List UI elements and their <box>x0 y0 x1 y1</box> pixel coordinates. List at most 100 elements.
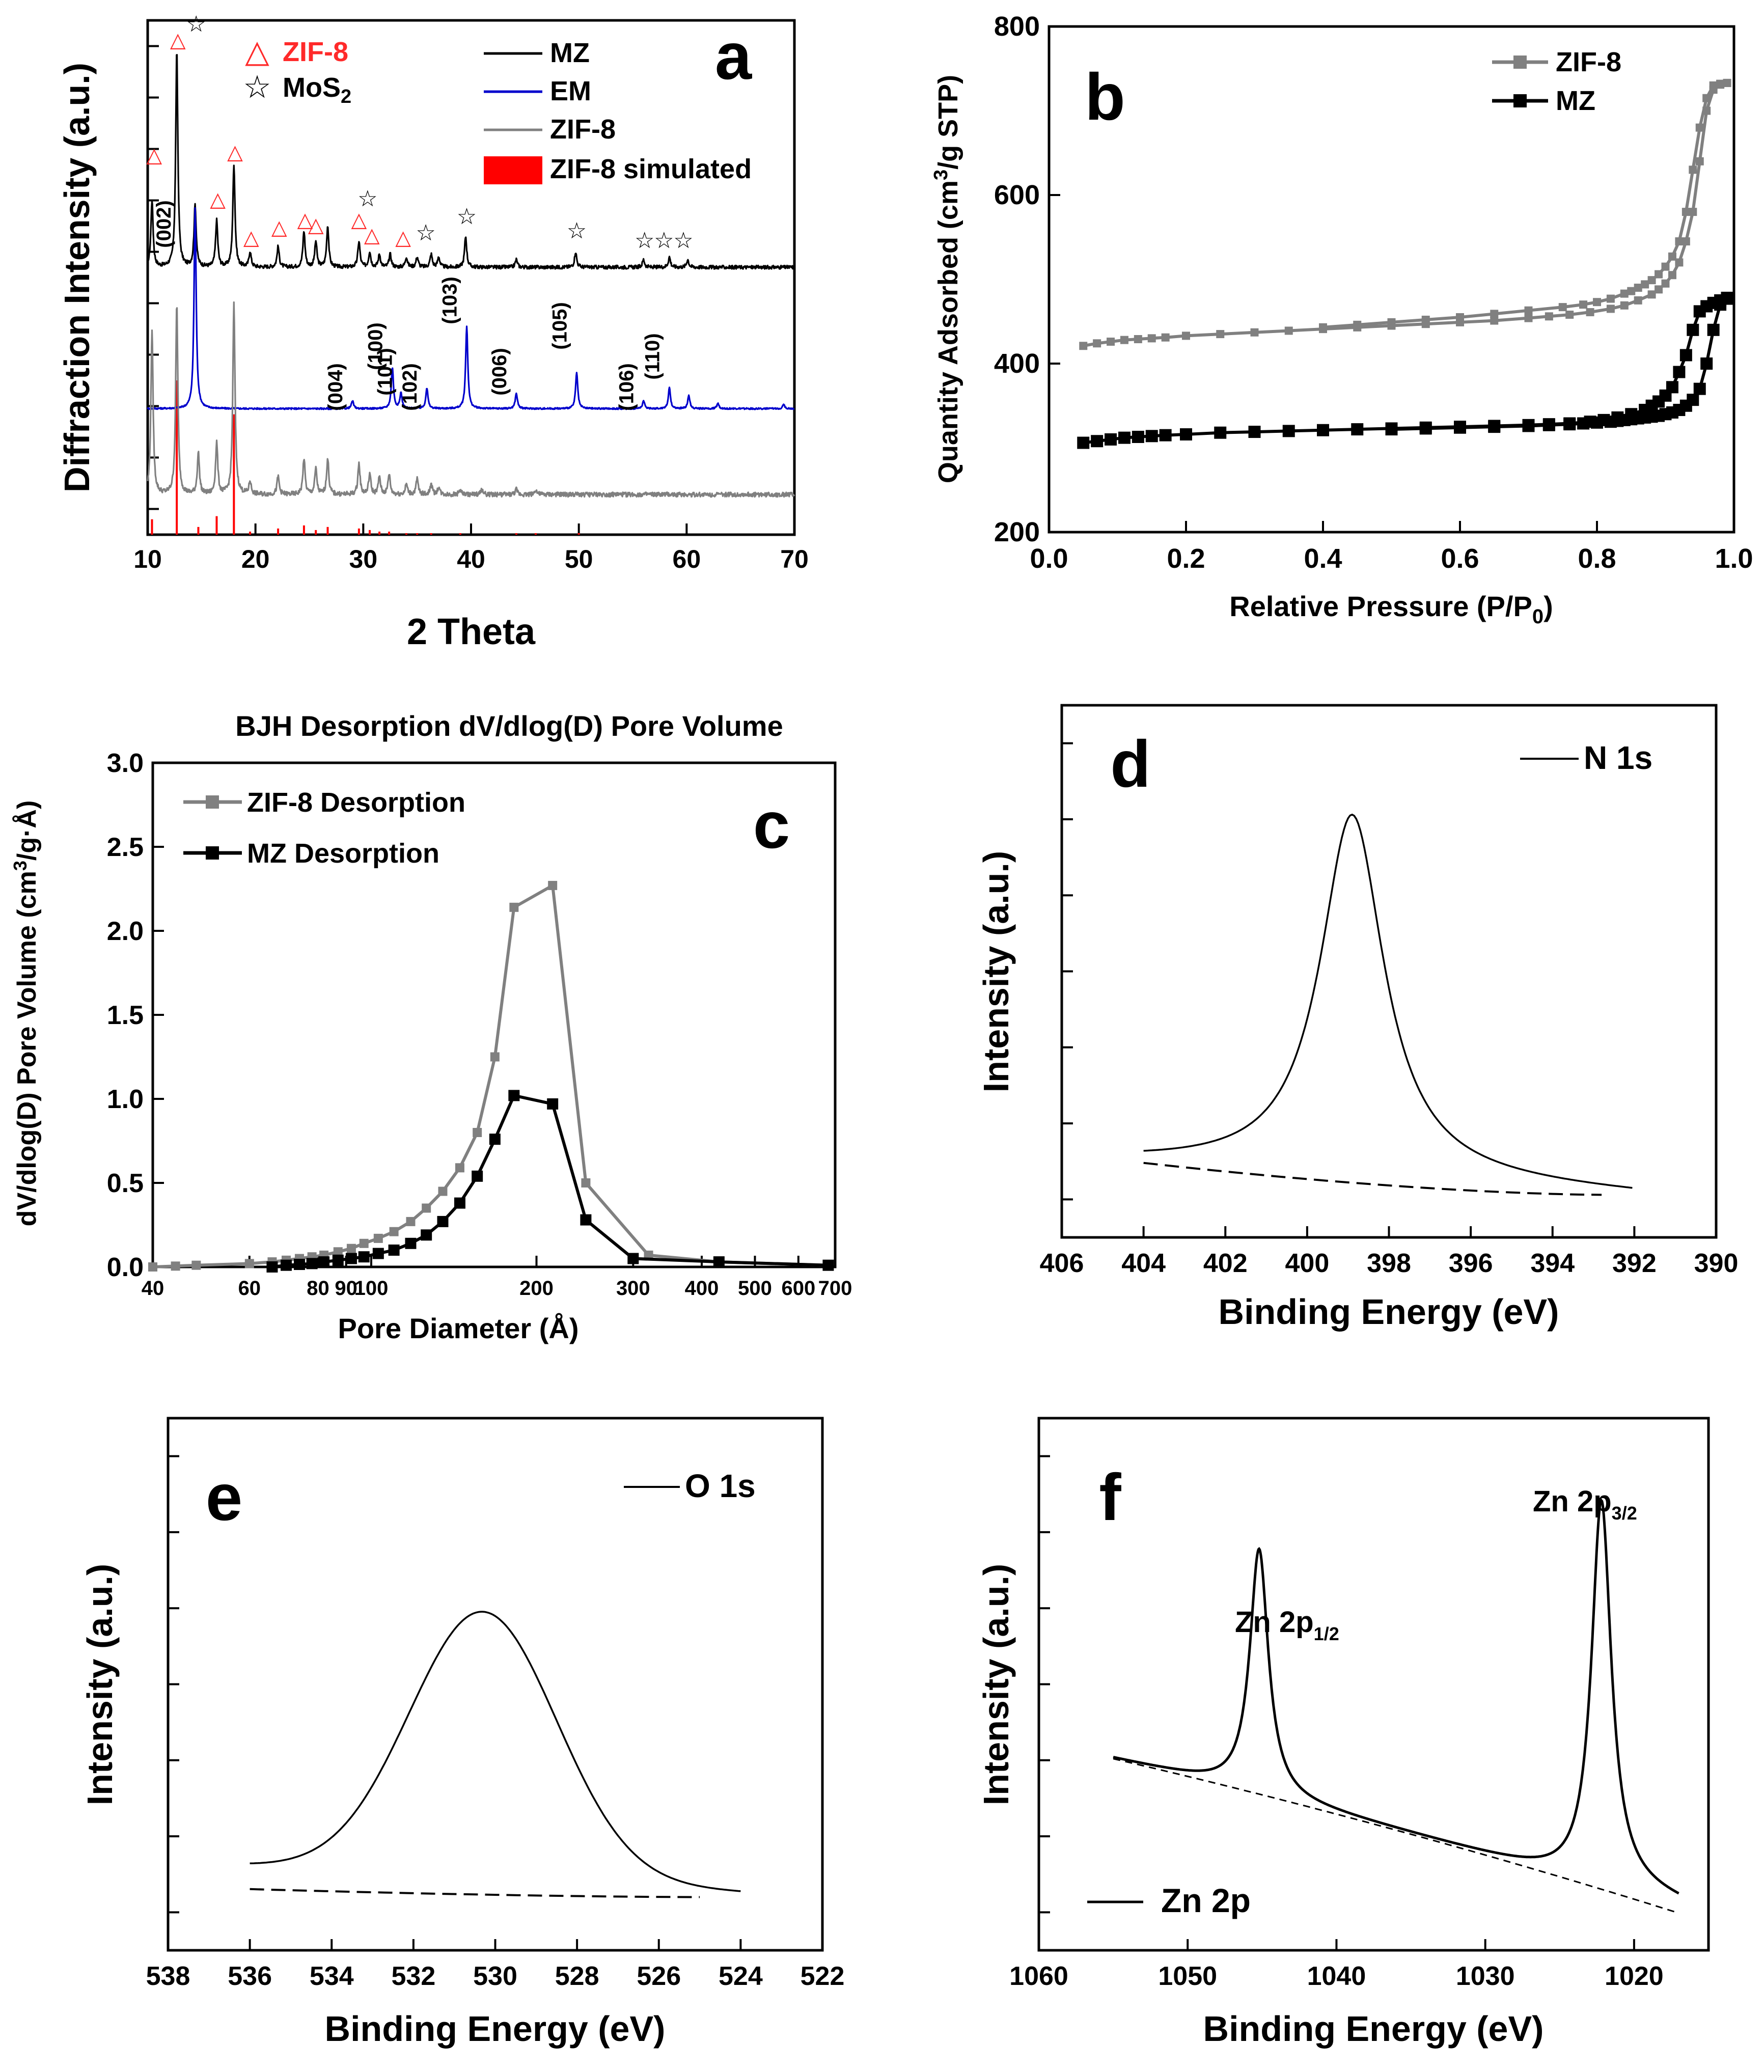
point-zif-8 <box>1695 157 1704 165</box>
series-point <box>372 1248 384 1259</box>
x-tick-label: 400 <box>1285 1249 1329 1278</box>
point-zif-8 <box>1702 106 1711 115</box>
point-mz <box>1454 421 1466 434</box>
point-zif-8 <box>1490 316 1499 325</box>
panel-f-ylabel: Intensity (a.u.) <box>976 1564 1016 1805</box>
point-zif-8 <box>1524 306 1533 315</box>
point-zif-8 <box>1723 78 1731 87</box>
y-tick-label: 0.0 <box>107 1253 144 1282</box>
panel-c-plot <box>148 880 834 1273</box>
x-tick-label: 534 <box>310 1962 354 1991</box>
panel-f-legend: Zn 2p <box>1087 1882 1251 1919</box>
series-point <box>389 1227 399 1236</box>
x-tick-label: 0.2 <box>1167 543 1205 574</box>
series-point <box>472 1170 483 1182</box>
panel-d-plot <box>1143 813 1633 1196</box>
series-point <box>333 1247 343 1257</box>
series-point <box>547 1098 559 1110</box>
legend-swatch-zif8-simulated <box>484 156 542 184</box>
y-tick-label: 2.0 <box>107 917 144 946</box>
series-point <box>627 1253 639 1264</box>
legend-label-mz: MZ <box>1556 86 1595 116</box>
star-marker: ☆ <box>673 228 693 253</box>
x-tick-label: 1020 <box>1605 1962 1664 1991</box>
panel-b-ylabel: Quantity Adsorbed (cm3/g STP) <box>930 75 963 483</box>
point-zif-8 <box>1250 328 1259 337</box>
peak-label-zn2p12: Zn 2p1/2 <box>1235 1606 1339 1644</box>
point-mz <box>1542 419 1555 431</box>
legend-label-zif8-desorption: ZIF-8 Desorption <box>247 787 465 818</box>
panel-e-ylabel: Intensity (a.u.) <box>80 1564 120 1805</box>
x-tick-label: 530 <box>473 1962 517 1991</box>
x-tick-label: 392 <box>1612 1249 1657 1278</box>
x-tick-label: 398 <box>1367 1249 1411 1278</box>
panel-e-legend: O 1s <box>624 1468 756 1504</box>
series-point <box>489 1134 501 1145</box>
point-zif-8 <box>1565 311 1574 319</box>
point-zif-8 <box>1647 276 1656 285</box>
point-mz <box>1604 416 1617 428</box>
x-tick-label: 1050 <box>1158 1962 1217 1991</box>
star-marker: ☆ <box>416 220 435 245</box>
x-tick-label: 1040 <box>1307 1962 1366 1991</box>
panel-b-isotherm: 200 400 600 800 0.0 0.2 0.4 0.6 0.8 1.0 b Relati… <box>930 11 1753 628</box>
x-tick-label: 90 <box>335 1277 357 1300</box>
series-point <box>332 1254 344 1266</box>
series-point <box>346 1244 356 1253</box>
point-mz <box>1159 429 1172 441</box>
point-zif-8 <box>1387 318 1396 326</box>
y-tick-label: 800 <box>994 11 1040 42</box>
series-point <box>280 1259 292 1271</box>
panel-c-ylabel-sup: 3 <box>10 861 31 871</box>
panel-e-o1s: 538 536 534 532 530 528 526 524 522 e Binding En… <box>80 1417 844 2049</box>
point-mz <box>1522 420 1535 432</box>
series-point <box>713 1256 725 1268</box>
x-tick-label: 524 <box>719 1962 763 1991</box>
y-tick-label: 2.5 <box>107 833 144 862</box>
star-marker: ☆ <box>186 12 206 37</box>
point-zif-8 <box>1689 208 1697 216</box>
point-zif-8 <box>1634 296 1642 305</box>
triangle-marker: △ <box>395 227 411 249</box>
point-zif-8 <box>1634 284 1642 292</box>
panel-d-frame <box>1060 704 1718 1239</box>
point-zif-8 <box>1695 123 1704 132</box>
series-point <box>191 1260 201 1270</box>
x-tick-label: 536 <box>228 1962 272 1991</box>
series-em <box>147 207 795 410</box>
series-point <box>405 1237 417 1249</box>
point-mz <box>1714 298 1727 311</box>
legend-label-n1s: N 1s <box>1584 739 1652 776</box>
panel-e-plot <box>250 1611 741 1898</box>
y-tick-label: 200 <box>994 517 1040 547</box>
point-mz <box>1214 426 1227 439</box>
point-mz <box>1282 425 1295 437</box>
series-point <box>359 1238 369 1248</box>
x-tick-label: 390 <box>1694 1249 1739 1278</box>
panel-b-ylabel-a: Quantity Adsorbed (cm <box>933 180 963 483</box>
point-zif-8 <box>1161 333 1170 342</box>
series-point <box>244 1259 254 1268</box>
point-mz <box>1679 349 1692 362</box>
point-zif-8 <box>1668 271 1676 280</box>
x-tick-label: 528 <box>555 1962 599 1991</box>
series-point <box>306 1258 318 1269</box>
spectrum-line <box>1113 1498 1679 1895</box>
point-mz <box>1666 381 1678 394</box>
panel-b-xlabel-tail: ) <box>1544 590 1553 622</box>
panel-f-letter: f <box>1099 1460 1121 1534</box>
point-zif-8 <box>1593 298 1601 307</box>
marker-legend-zif8: ZIF-8 <box>283 37 348 67</box>
point-zif-8 <box>1641 280 1649 289</box>
y-tick-label: 0.5 <box>107 1169 144 1198</box>
x-tick-label: 10 <box>133 545 162 573</box>
panel-c-letter: c <box>753 788 790 862</box>
x-tick-label: 300 <box>616 1277 650 1300</box>
point-mz <box>1105 433 1117 446</box>
point-mz <box>1707 323 1720 336</box>
panel-b-xlabel: Relative Pressure (P/P0) <box>1229 590 1553 628</box>
panel-d-legend: N 1s <box>1520 739 1652 776</box>
x-tick-label: 30 <box>349 545 378 573</box>
